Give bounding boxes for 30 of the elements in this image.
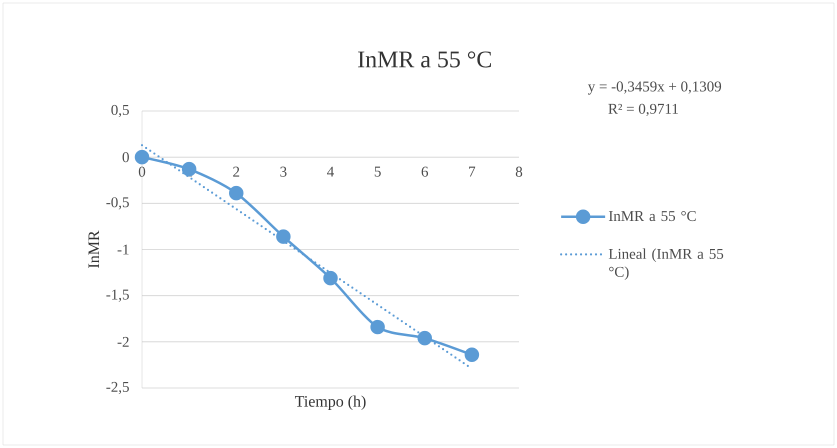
point	[182, 162, 196, 176]
y-axis-title: InMR	[88, 230, 99, 268]
x-axis-title: Tiempo (h)	[294, 396, 366, 410]
chart-title: InMR a 55 °C	[358, 51, 491, 68]
y-tick-label: 0,5	[111, 104, 129, 118]
x-tick-label: 2	[233, 166, 240, 177]
point	[276, 229, 291, 244]
y-tick-label: -2	[118, 336, 129, 347]
x-tick-label: 8	[516, 166, 522, 177]
y-tick-label: -1	[118, 244, 129, 254]
point	[229, 186, 244, 200]
text: y = -0,3459x + 0,1309	[588, 81, 722, 95]
point	[464, 348, 480, 362]
x-tick-label: 0	[138, 166, 146, 177]
y-tick-label: -0,5	[106, 197, 129, 210]
x-tick-label: 6	[422, 166, 428, 177]
legend-label: InMR a 55 °C	[608, 211, 696, 222]
point	[323, 270, 338, 286]
x-tick-label: 4	[327, 166, 334, 177]
x-tick-label: 5	[374, 166, 381, 177]
point	[370, 320, 385, 334]
y-tick-label: -2,5	[106, 382, 129, 394]
legend-label: Lineal (InMR a 55 °C)	[608, 248, 724, 280]
x-tick-label: 7	[469, 166, 476, 176]
point	[418, 330, 432, 346]
point	[134, 150, 150, 164]
x-tick-label: 3	[280, 166, 287, 177]
y-tick-label: -1,5	[106, 290, 129, 302]
y-tick-label: 0	[122, 152, 129, 162]
text: R² = 0,9711	[608, 104, 678, 116]
